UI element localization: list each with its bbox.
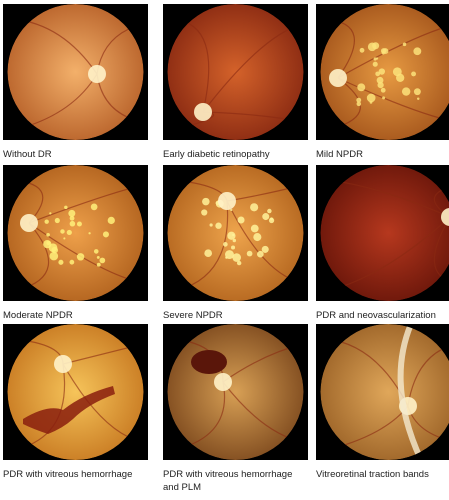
figure-panel: Moderate NPDR <box>3 165 148 322</box>
figure-panel: PDR with vitreous hemorrhage and PLM <box>163 324 308 494</box>
panel-caption: Early diabetic retinopathy <box>163 149 270 160</box>
panel-caption: Mild NPDR <box>316 149 363 160</box>
fundus-image <box>163 324 308 460</box>
figure-panel: Mild NPDR <box>316 4 449 161</box>
panel-caption: PDR with vitreous hemorrhage <box>3 469 133 480</box>
fundus-image <box>316 4 449 140</box>
fundus-image <box>3 4 148 140</box>
figure-panel: Vitreoretinal traction bands <box>316 324 449 481</box>
figure-panel: Severe NPDR <box>163 165 308 322</box>
figure-panel: Early diabetic retinopathy <box>163 4 308 161</box>
figure-panel: Without DR <box>3 4 148 161</box>
fundus-image <box>3 324 148 460</box>
figure-panel: PDR with vitreous hemorrhage <box>3 324 148 481</box>
fundus-image <box>316 165 449 301</box>
fundus-image <box>316 324 449 460</box>
fundus-image <box>3 165 148 301</box>
figure-panel: PDR and neovascularization <box>316 165 449 322</box>
panel-caption: Vitreoretinal traction bands <box>316 469 429 480</box>
fundus-image <box>163 165 308 301</box>
panel-caption: Moderate NPDR <box>3 310 73 321</box>
panel-caption: Without DR <box>3 149 52 160</box>
panel-caption: Severe NPDR <box>163 310 223 321</box>
fundus-image <box>163 4 308 140</box>
panel-caption: PDR with vitreous hemorrhage and PLM <box>163 469 293 493</box>
panel-caption: PDR and neovascularization <box>316 310 436 321</box>
